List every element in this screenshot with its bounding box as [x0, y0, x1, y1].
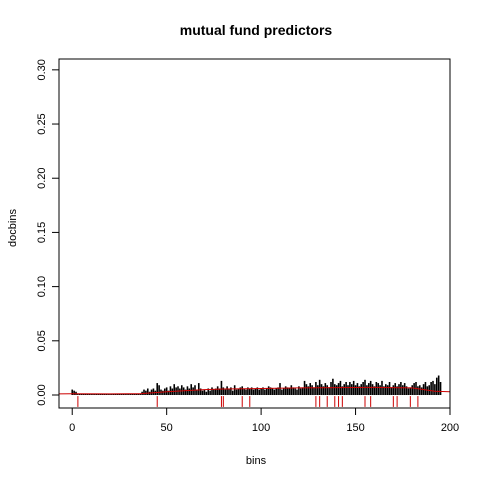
- chart-title: mutual fund predictors: [180, 22, 333, 38]
- y-tick-label: 0.10: [36, 276, 48, 297]
- x-tick-label: 200: [441, 422, 459, 434]
- x-tick-label: 0: [69, 422, 75, 434]
- x-tick-label: 100: [252, 422, 270, 434]
- y-tick-label: 0.20: [36, 168, 48, 189]
- plot-area: [58, 375, 451, 407]
- x-tick-label: 50: [161, 422, 173, 434]
- plot-frame: [58, 58, 451, 409]
- axes: 0 50 100 150 200 0.00 0.05 0.10 0.15 0.20 0.25 0.30: [36, 59, 459, 434]
- x-axis-label: bins: [246, 455, 267, 467]
- y-axis-label: docbins: [7, 209, 19, 247]
- x-tick-label: 150: [346, 422, 364, 434]
- y-tick-label: 0.05: [36, 330, 48, 351]
- y-tick-label: 0.30: [36, 59, 48, 80]
- y-tick-label: 0.25: [36, 113, 48, 134]
- y-tick-label: 0.15: [36, 222, 48, 243]
- smooth-line: [58, 386, 451, 395]
- y-tick-label: 0.00: [36, 384, 48, 405]
